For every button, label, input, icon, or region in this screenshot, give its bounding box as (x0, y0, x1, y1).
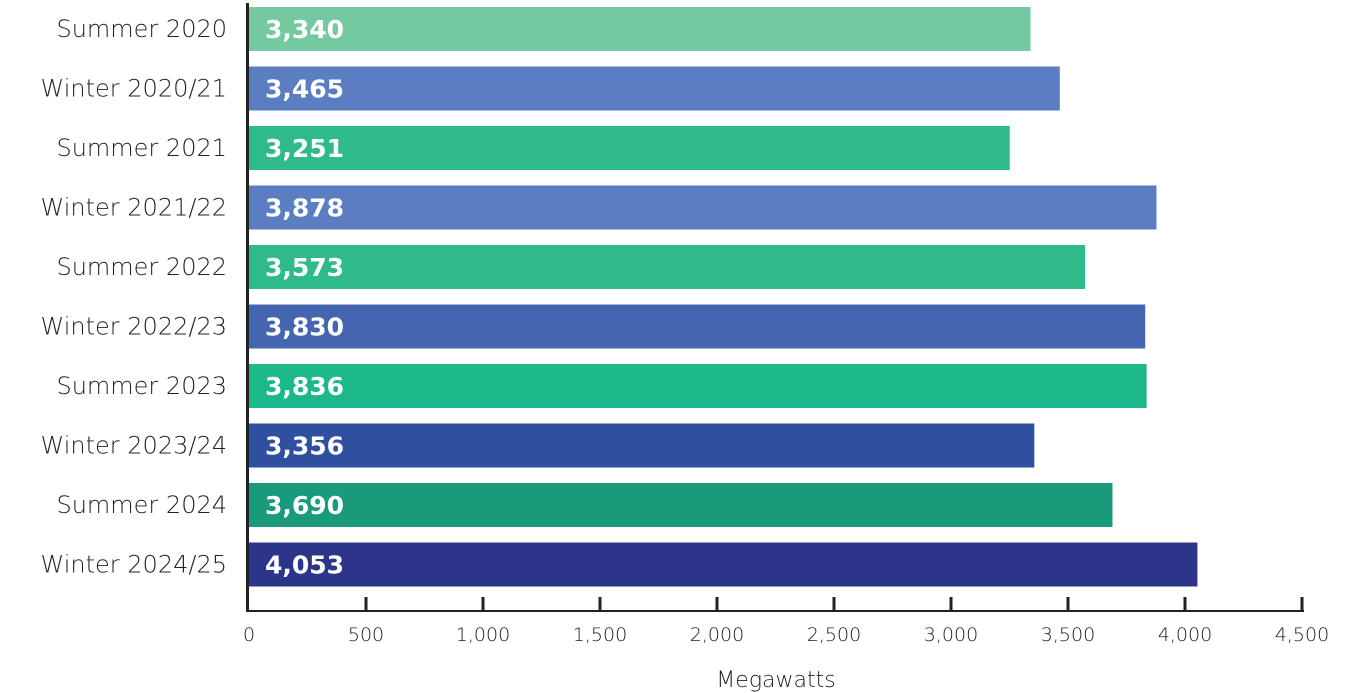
bar-7 (249, 423, 1035, 468)
category-label-0: Summer 2020 (56, 15, 227, 43)
x-tick-label-5: 2,500 (807, 624, 861, 646)
value-label-4: 3,573 (265, 253, 344, 282)
axes-group: 0 500 1,000 1,500 2,000 2,500 3,000 3,500 4,000 4… (243, 3, 1329, 646)
value-label-1: 3,465 (265, 75, 344, 104)
category-label-2: Summer 2021 (56, 134, 227, 162)
category-label-8: Summer 2024 (56, 491, 227, 519)
category-label-5: Winter 2022/23 (41, 313, 227, 341)
x-tick-label-4: 2,000 (690, 624, 744, 646)
x-tick-label-6: 3,000 (924, 624, 978, 646)
bar-2 (249, 126, 1010, 170)
value-label-5: 3,830 (265, 313, 344, 342)
bar-1 (249, 66, 1060, 111)
x-tick-label-9: 4,500 (1275, 624, 1329, 646)
category-labels-group: Summer 2020 Winter 2020/21 Summer 2021 Wint… (41, 15, 227, 579)
x-tick-label-3: 1,500 (573, 624, 627, 646)
x-tick-label-0: 0 (243, 624, 255, 646)
x-tick-label-2: 1,000 (456, 624, 510, 646)
value-label-3: 3,878 (265, 194, 344, 223)
x-tick-label-1: 500 (348, 624, 384, 646)
category-label-9: Winter 2024/25 (41, 551, 227, 579)
value-label-2: 3,251 (265, 134, 344, 163)
x-axis-title: Megawatts (716, 668, 835, 693)
bar-6 (249, 364, 1147, 408)
category-label-6: Summer 2023 (56, 372, 227, 400)
x-tick-label-7: 3,500 (1041, 624, 1095, 646)
value-labels-group: 3,340 3,465 3,251 3,878 3,573 3,830 3,836 3,356… (265, 15, 344, 580)
bar-0 (249, 7, 1031, 51)
category-label-4: Summer 2022 (56, 253, 227, 281)
category-label-7: Winter 2023/24 (41, 432, 227, 460)
value-label-7: 3,356 (265, 432, 344, 461)
category-label-1: Winter 2020/21 (41, 75, 227, 103)
category-label-3: Winter 2021/22 (41, 194, 227, 222)
bar-9 (249, 542, 1198, 587)
value-label-8: 3,690 (265, 491, 344, 520)
bar-5 (249, 304, 1146, 349)
value-label-6: 3,836 (265, 372, 344, 401)
x-tick-label-8: 4,000 (1158, 624, 1212, 646)
bar-8 (249, 483, 1113, 527)
value-label-9: 4,053 (265, 551, 344, 580)
value-label-0: 3,340 (265, 15, 344, 44)
bar-3 (249, 185, 1157, 230)
bar-4 (249, 245, 1086, 289)
bars-group (249, 7, 1198, 587)
